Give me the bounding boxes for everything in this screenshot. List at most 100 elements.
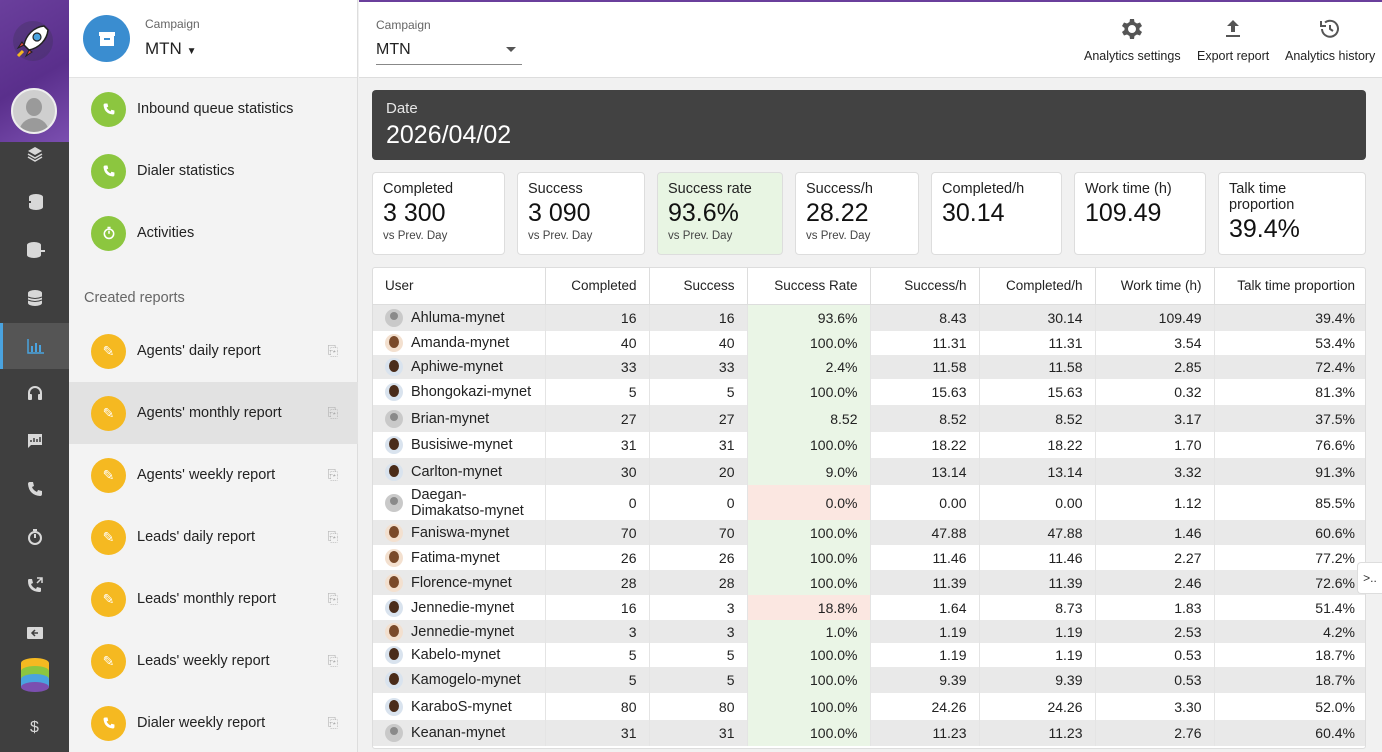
talk-time-proportion-cell: 76.6%	[1315, 437, 1355, 453]
kpi-value: 28.22	[806, 199, 869, 227]
talk-time-proportion-cell: 81.3%	[1315, 384, 1355, 400]
table-row[interactable]: Florence-mynet 28 28 100.0% 11.39 11.39 2.46 72…	[373, 570, 1365, 595]
database-stack-icon[interactable]	[20, 657, 50, 695]
stopwatch-icon[interactable]	[0, 517, 69, 557]
success-cell: 28	[649, 570, 748, 595]
phone-icon[interactable]	[0, 469, 69, 509]
user-cell: Faniswa-mynet	[373, 520, 546, 545]
column-header-success-rate[interactable]: Success Rate	[747, 268, 871, 305]
table-row[interactable]: Fatima-mynet 26 26 100.0% 11.46 11.46 2.27 77.2…	[373, 545, 1365, 570]
pencil-icon: ✎	[91, 395, 126, 431]
work-time-cell: 0.32	[1095, 379, 1215, 405]
user-cell-content: Amanda-mynet	[385, 334, 533, 352]
kpi-comparison: vs Prev. Day	[668, 230, 733, 242]
kpi-success: Success 3 090 vs Prev. Day	[517, 172, 645, 255]
campaign-select[interactable]: MTN	[376, 38, 522, 65]
side-panel-toggle[interactable]: >..	[1357, 562, 1382, 594]
layers-icon[interactable]	[0, 134, 69, 174]
completed-per-hour-cell: 8.73	[979, 595, 1096, 620]
table-row[interactable]: Busisiwe-mynet 31 31 100.0% 18.22 18.22 1.70 76…	[373, 432, 1365, 458]
rocket-logo-icon[interactable]	[10, 18, 56, 64]
user-cell: Daegan- Dimakatso-mynet	[373, 485, 546, 520]
success-cell: 3	[649, 595, 748, 620]
column-header-completed[interactable]: Completed	[545, 268, 650, 305]
report-export-icon[interactable]: ⎘	[327, 715, 338, 730]
report-item-agents-weekly[interactable]: ✎ Agents' weekly report ⎘	[69, 444, 358, 506]
report-item-leads-daily[interactable]: ✎ Leads' daily report ⎘	[69, 506, 358, 568]
report-item-dialer-weekly[interactable]: Dialer weekly report ⎘	[69, 692, 358, 752]
left-rail: $	[0, 0, 69, 752]
table-row[interactable]: KaraboS-mynet 80 80 100.0% 24.26 24.26 3.30 52.…	[373, 693, 1365, 720]
sidebar-item-dialer-statistics[interactable]: Dialer statistics	[69, 140, 358, 202]
report-export-icon[interactable]: ⎘	[327, 467, 338, 482]
talk-time-proportion-cell: 51.4%	[1315, 599, 1355, 616]
table-row[interactable]: Carlton-mynet 30 20 9.0% 13.14 13.14 3.32 91.3%	[373, 458, 1365, 485]
database-icon[interactable]	[0, 278, 69, 318]
success-rate-cell: 100.0%	[747, 432, 871, 458]
report-export-icon[interactable]: ⎘	[327, 653, 338, 668]
report-export-icon[interactable]: ⎘	[327, 405, 338, 420]
work-time-cell: 3.17	[1095, 405, 1215, 432]
campaign-dropdown[interactable]: MTN ▼	[145, 39, 196, 59]
user-name: Keanan-mynet	[411, 725, 506, 741]
timer-icon	[91, 215, 126, 251]
table-row[interactable]: Kamogelo-mynet 5 5 100.0% 9.39 9.39 0.53 18.7%	[373, 667, 1365, 693]
table-row[interactable]: Bhongokazi-mynet 5 5 100.0% 15.63 15.63 0.32 81…	[373, 379, 1365, 405]
work-time-cell: 1.12	[1095, 485, 1215, 520]
analytics-history-button[interactable]: Analytics history	[1285, 17, 1375, 63]
export-report-button[interactable]: Export report	[1197, 17, 1269, 63]
report-item-label: Agents' monthly report	[137, 405, 282, 421]
talk-time-proportion-cell: 37.5%	[1214, 405, 1365, 432]
success-cell: 20	[649, 458, 748, 485]
report-item-agents-daily[interactable]: ✎ Agents' daily report ⎘	[69, 320, 358, 382]
table-row[interactable]: Daegan- Dimakatso-mynet 0 0 0.0% 0.00 0.00 1.1…	[373, 485, 1365, 520]
report-export-icon[interactable]: ⎘	[327, 591, 338, 606]
screen-share-icon[interactable]	[0, 613, 69, 653]
table-row[interactable]: Ahluma-mynet 16 16 93.6% 8.43 30.14 109.49 39.4…	[373, 304, 1365, 331]
sidebar-item-inbound-queue-statistics[interactable]: Inbound queue statistics	[69, 78, 358, 140]
table-row[interactable]: Jennedie-mynet 3 3 1.0% 1.19 1.19 2.53 4.2%	[373, 620, 1365, 643]
pencil-icon: ✎	[91, 457, 126, 493]
sidebar-item-activities[interactable]: Activities	[69, 202, 358, 264]
talk-time-proportion-cell: 18.7%	[1315, 647, 1355, 663]
kpi-talk-time-proportion: Talk time proportion 39.4%	[1218, 172, 1366, 255]
table-row[interactable]: Aphiwe-mynet 33 33 2.4% 11.58 11.58 2.85 72.4%	[373, 355, 1365, 379]
column-header-completed-per-hour[interactable]: Completed/h	[979, 268, 1096, 305]
table-row[interactable]: Amanda-mynet 40 40 100.0% 11.31 11.31 3.54 53.4…	[373, 331, 1365, 355]
column-header-work-time[interactable]: Work time (h)	[1095, 268, 1215, 305]
table-row[interactable]: Brian-mynet 27 27 8.52 8.52 8.52 3.17 37.5%	[373, 405, 1365, 432]
bar-chart-icon[interactable]	[0, 323, 69, 369]
user-avatar-icon	[385, 646, 403, 664]
column-header-user[interactable]: User	[373, 268, 546, 305]
table-row[interactable]: Keanan-mynet 31 31 100.0% 11.23 11.23 2.76 60.4…	[373, 720, 1365, 746]
date-value[interactable]: 2026/04/02	[386, 121, 512, 149]
headset-icon[interactable]	[0, 373, 69, 413]
dollar-icon[interactable]: $	[30, 719, 39, 736]
analytics-settings-button[interactable]: Analytics settings	[1084, 17, 1181, 63]
column-header-talk-time-proportion[interactable]: Talk time proportion	[1214, 268, 1365, 305]
table-row[interactable]: Faniswa-mynet 70 70 100.0% 47.88 47.88 1.46 60.…	[373, 520, 1365, 545]
user-avatar[interactable]	[11, 88, 57, 134]
database-in-icon[interactable]	[0, 182, 69, 222]
column-header-success-per-hour[interactable]: Success/h	[870, 268, 980, 305]
kpi-label: Completed	[383, 181, 454, 197]
table-row[interactable]: Jennedie-mynet 16 3 18.8% 1.64 8.73 1.83 51.4%	[373, 595, 1365, 620]
report-export-icon[interactable]: ⎘	[327, 343, 338, 358]
message-icon[interactable]	[0, 421, 69, 461]
report-item-leads-monthly[interactable]: ✎ Leads' monthly report ⎘	[69, 568, 358, 630]
report-item-leads-weekly[interactable]: ✎ Leads' weekly report ⎘	[69, 630, 358, 692]
report-item-agents-monthly[interactable]: ✎ Agents' monthly report ⎘	[69, 382, 358, 444]
kpi-success-rate: Success rate 93.6% vs Prev. Day	[657, 172, 783, 255]
success-per-hour-cell: 11.23	[870, 720, 980, 746]
phone-transfer-icon[interactable]	[0, 565, 69, 605]
table-row[interactable]: Kabelo-mynet 5 5 100.0% 1.19 1.19 0.53 18.7%	[373, 643, 1365, 667]
column-header-success[interactable]: Success	[649, 268, 748, 305]
talk-time-proportion-cell: 72.6%	[1214, 570, 1365, 595]
kpi-value: 39.4%	[1229, 215, 1300, 243]
user-avatar-icon	[385, 697, 403, 716]
report-export-icon[interactable]: ⎘	[327, 529, 338, 544]
user-avatar-icon	[385, 358, 403, 376]
database-out-icon[interactable]	[0, 230, 69, 270]
user-name: Jennedie-mynet	[411, 623, 515, 640]
completed-per-hour-cell: 1.19	[979, 643, 1096, 667]
